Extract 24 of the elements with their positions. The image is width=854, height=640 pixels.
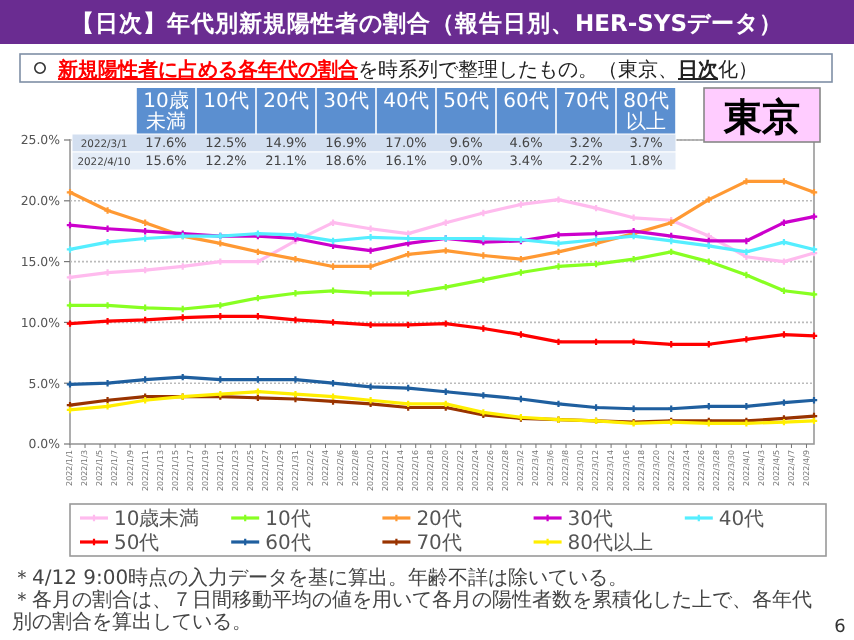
legend-label: 70代 [416, 533, 462, 555]
text: 70代 [563, 91, 609, 113]
text: 20代 [263, 91, 309, 113]
text: 30代 [323, 91, 369, 113]
chart-title: 【日次】年代別新規陽性者の割合（報告日別、HER-SYSデータ） [70, 9, 784, 37]
chart-subtitle: 新規陽性者に占める各年代の割合を時系列で整理したもの。（東京、日次化） [56, 58, 758, 82]
text: 40代 [383, 91, 429, 113]
annotation: 東京 [722, 96, 800, 140]
legend-label: 40代 [718, 509, 765, 531]
legend-label: 60代 [265, 533, 311, 555]
text: 10歳未満 [143, 91, 189, 134]
text: 10代 [203, 91, 249, 113]
text: ＊4/12 9:00時点の入力データを基に算出。年齢不詳は除いている。 [12, 566, 629, 590]
text: 50代 [443, 91, 489, 113]
text: 60代 [503, 91, 549, 113]
legend-label: 10歳未満 [114, 507, 200, 531]
legend-label: 50代 [114, 533, 160, 555]
legend-label: 10代 [265, 509, 311, 531]
legend-label: 20代 [416, 509, 462, 531]
text: 6 [834, 618, 847, 638]
legend-label: 30代 [567, 509, 614, 531]
text: ＊各月の割合は、７日間移動平均の値を用いて各月の陽性者数を累積化した上で、各年代別の割合を算出している。 [12, 588, 812, 634]
text: 80代以上 [623, 91, 669, 134]
legend-label: 80代以上 [567, 531, 654, 555]
